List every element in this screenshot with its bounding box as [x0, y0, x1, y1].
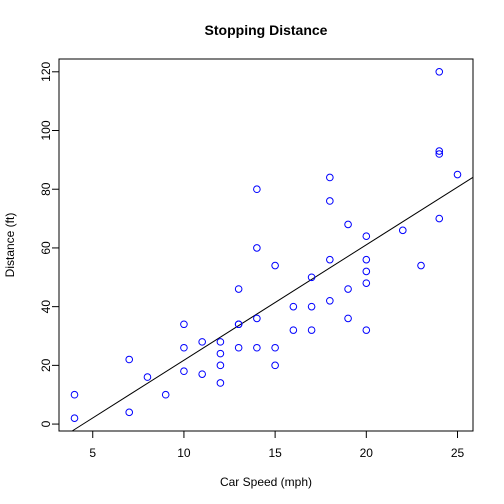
data-point [271, 343, 279, 352]
chart-title: Stopping Distance [205, 22, 328, 38]
data-point [362, 279, 371, 287]
data-point [307, 302, 316, 311]
data-points [70, 67, 462, 423]
data-point [271, 361, 279, 370]
data-point [435, 150, 444, 158]
data-point [289, 302, 298, 311]
plot-area [70, 67, 474, 432]
data-point [253, 314, 261, 323]
data-point [70, 414, 79, 423]
data-point [326, 296, 334, 305]
x-axis: 5 10 15 20 25 [89, 431, 464, 460]
data-point [253, 244, 261, 252]
data-point [253, 343, 261, 352]
data-point [362, 255, 371, 264]
data-point [398, 226, 407, 235]
data-point [435, 147, 444, 155]
data-point [180, 343, 188, 352]
y-axis: 0 20 40 60 80 100 120 [39, 61, 59, 427]
data-point [216, 361, 225, 370]
data-point [307, 273, 316, 282]
data-point [362, 267, 371, 276]
data-point [143, 373, 152, 381]
data-point [289, 326, 298, 334]
data-point [198, 338, 206, 346]
data-point [234, 320, 243, 329]
data-point [453, 170, 462, 179]
data-point [234, 343, 243, 352]
data-point [180, 320, 188, 329]
y-tick-label: 80 [39, 182, 53, 196]
y-tick-label: 20 [39, 358, 53, 372]
plot-frame [58, 58, 474, 432]
data-point [344, 285, 352, 293]
data-point [435, 214, 444, 223]
data-point [271, 261, 279, 270]
y-tick-label: 120 [39, 61, 53, 81]
data-point [362, 232, 371, 240]
data-point [70, 390, 79, 399]
data-point [344, 220, 352, 229]
data-point [326, 197, 334, 205]
x-tick-label: 20 [360, 446, 374, 460]
regression-line [71, 176, 474, 432]
data-point [216, 349, 225, 358]
y-axis-label: Distance (ft) [3, 213, 17, 278]
data-point [435, 67, 444, 76]
x-tick-label: 5 [89, 446, 96, 460]
y-tick-label: 100 [39, 120, 53, 140]
data-point [326, 255, 334, 264]
data-point [326, 173, 334, 182]
x-tick-label: 10 [177, 446, 191, 460]
x-tick-label: 25 [451, 446, 465, 460]
data-point [253, 185, 261, 194]
data-point [161, 390, 170, 399]
data-point [307, 326, 316, 334]
data-point [417, 261, 425, 270]
y-tick-label: 60 [39, 241, 53, 255]
data-point [198, 370, 206, 378]
data-point [216, 379, 225, 387]
data-point [125, 408, 134, 417]
y-tick-label: 0 [39, 420, 53, 427]
data-point [344, 314, 352, 323]
data-point [216, 338, 225, 346]
x-axis-label: Car Speed (mph) [220, 475, 312, 489]
x-tick-label: 15 [268, 446, 282, 460]
data-point [234, 285, 243, 293]
data-point [180, 367, 188, 376]
data-point [125, 355, 134, 364]
y-tick-label: 40 [39, 300, 53, 314]
data-point [362, 326, 371, 334]
